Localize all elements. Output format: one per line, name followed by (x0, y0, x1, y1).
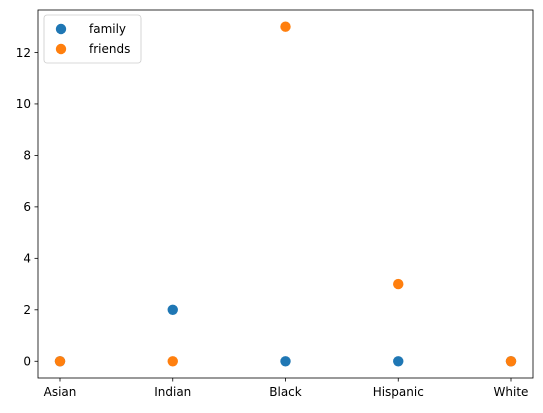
x-tick-label: Black (269, 385, 302, 399)
y-axis: 0 2 4 6 8 10 12 (16, 46, 38, 369)
axes: 0 2 4 6 8 10 12 Asian Indian Black Hispanic White (16, 9, 534, 399)
point-family (393, 356, 404, 367)
y-tick-label: 2 (23, 303, 31, 317)
y-tick-label: 6 (23, 200, 31, 214)
legend-marker-family (55, 23, 67, 35)
y-tick-label: 8 (23, 149, 31, 163)
y-tick-label: 10 (16, 97, 31, 111)
point-family (280, 356, 291, 367)
point-friends (280, 21, 291, 32)
x-tick-label: Hispanic (373, 385, 424, 399)
legend-label-family: family (89, 22, 126, 36)
legend-marker-friends (55, 43, 67, 55)
point-family (167, 304, 178, 316)
plot-area (37, 9, 534, 379)
point-friends (505, 356, 517, 367)
legend: family friends (43, 14, 142, 64)
legend-label-friends: friends (89, 42, 130, 56)
y-tick-label: 4 (23, 252, 31, 266)
y-tick-label: 0 (23, 355, 31, 369)
legend-box (43, 14, 142, 64)
point-friends (54, 356, 66, 367)
x-axis: Asian Indian Black Hispanic White (44, 378, 529, 399)
point-friends (393, 278, 404, 290)
x-tick-label: Indian (154, 385, 191, 399)
y-tick-label: 12 (16, 46, 31, 60)
points-layer (54, 21, 517, 367)
point-friends (167, 356, 178, 367)
x-tick-label: White (494, 385, 529, 399)
x-tick-label: Asian (44, 385, 77, 399)
